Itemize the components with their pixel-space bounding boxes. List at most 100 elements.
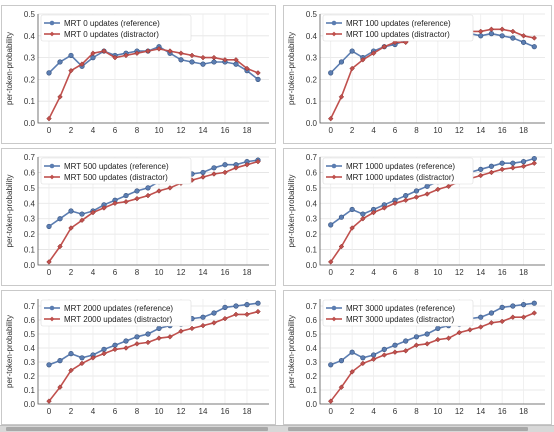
scrollbar-thumb-right[interactable]	[288, 427, 528, 431]
distractor-point	[123, 198, 129, 205]
chart-svg: 0.0 0.1 0.2 0.3 0.4 0.5 0 2 4 6 8 10 12 14 16 18 per-tok…	[5, 10, 269, 135]
chart-svg: 0.0 0.1 0.2 0.3 0.4 0.5 0.6 0.7 0 2 4 6 8 10 12 14 16 18 p…	[5, 153, 269, 277]
distractor-point	[90, 50, 96, 56]
y-tick-label: 0.1	[306, 246, 318, 255]
reference-point	[338, 357, 345, 364]
reference-point	[349, 206, 355, 213]
distractor-point	[413, 194, 420, 200]
reference-point	[510, 303, 516, 309]
distractor-point	[499, 166, 505, 173]
distractor-point	[338, 384, 345, 390]
reference-point	[381, 346, 387, 353]
distractor-point	[156, 335, 162, 341]
y-tick-label: 0.3	[306, 215, 318, 224]
x-tick-label: 2	[69, 126, 74, 135]
distractor-point	[360, 57, 366, 63]
legend-distractor-label: MRT 3000 updates (distractor)	[346, 315, 455, 324]
reference-point	[510, 35, 516, 41]
y-axis-label: per-token-probability	[287, 32, 296, 105]
reference-point	[233, 303, 239, 309]
reference-point	[520, 301, 527, 308]
reference-point	[244, 301, 250, 308]
distractor-point	[112, 346, 118, 353]
reference-point	[57, 357, 63, 364]
distractor-point	[134, 50, 140, 56]
x-tick-label: 18	[519, 126, 528, 135]
distractor-point	[424, 191, 430, 197]
distractor-point	[156, 46, 162, 52]
distractor-point	[477, 28, 484, 35]
distractor-point	[402, 197, 409, 203]
x-tick-label: 2	[69, 407, 74, 416]
legend-reference-label: MRT 3000 updates (reference)	[346, 304, 455, 313]
distractor-point	[79, 360, 85, 367]
x-tick-label: 16	[498, 268, 507, 277]
axes	[37, 157, 269, 266]
distractor-point	[370, 50, 377, 56]
y-tick-label: 0.4	[24, 32, 36, 41]
axes	[37, 299, 269, 405]
x-tick-label: 14	[476, 407, 485, 416]
legend-marker	[331, 20, 337, 26]
x-tick-label: 2	[350, 126, 355, 135]
y-tick-label: 0.0	[306, 261, 318, 270]
distractor-point	[211, 320, 217, 326]
legend	[40, 14, 192, 42]
reference-point	[46, 362, 52, 368]
y-tick-label: 0.4	[306, 199, 318, 208]
scrollbar-thumb[interactable]	[6, 427, 268, 431]
reference-point	[328, 70, 334, 76]
reference-point	[255, 76, 261, 82]
distractor-point	[244, 65, 250, 72]
legend-reference-label: MRT 2000 updates (reference)	[64, 304, 173, 313]
x-tick-label: 6	[113, 407, 118, 416]
distractor-point	[499, 26, 505, 33]
legend	[40, 157, 192, 185]
distractor-point	[222, 169, 228, 176]
chart-panel-500-updates: 0.0 0.1 0.2 0.3 0.4 0.5 0.6 0.7 0 2 4 6 8 10 12 14 16 18 p…	[1, 148, 276, 286]
x-tick-label: 16	[221, 268, 230, 277]
legend	[40, 299, 192, 327]
distractor-point	[477, 172, 484, 179]
distractor-point	[338, 243, 345, 250]
x-tick-label: 12	[455, 126, 464, 135]
reference-point	[349, 48, 355, 54]
y-tick-label: 0.6	[306, 316, 318, 325]
x-tick-label: 6	[393, 126, 398, 135]
distractor-point	[134, 341, 140, 347]
horizontal-scrollbar[interactable]	[0, 425, 554, 432]
legend-reference-label: MRT 1000 updates (reference)	[346, 162, 455, 171]
distractor-point	[200, 174, 206, 180]
x-tick-label: 12	[177, 407, 186, 416]
reference-point	[488, 163, 495, 169]
reference-point	[338, 214, 345, 220]
reference-point	[222, 162, 228, 168]
y-tick-label: 0.5	[24, 10, 36, 19]
x-tick-label: 4	[371, 268, 376, 277]
x-tick-label: 0	[328, 126, 333, 135]
distractor-point	[134, 195, 140, 202]
chart-panel-1000-updates: 0.0 0.1 0.2 0.3 0.4 0.5 0.6 0.7 0 2 4 6 8 10 12 14 16 18 p…	[283, 148, 552, 286]
x-tick-label: 18	[243, 268, 252, 277]
y-tick-label: 0.5	[306, 330, 318, 339]
reference-point	[222, 304, 228, 310]
x-tick-label: 16	[221, 407, 230, 416]
distractor-point	[101, 205, 107, 211]
y-tick-label: 0.3	[24, 358, 36, 367]
distractor-point	[402, 39, 409, 46]
reference-point	[123, 338, 129, 344]
reference-point	[413, 188, 420, 194]
distractor-point	[520, 314, 527, 320]
reference-point	[189, 59, 195, 65]
reference-point	[178, 57, 184, 63]
distractor-point	[392, 200, 398, 207]
reference-point	[145, 185, 151, 191]
y-tick-label: 0.2	[24, 75, 36, 84]
x-tick-label: 16	[498, 126, 507, 135]
x-tick-label: 10	[433, 407, 442, 416]
reference-point	[478, 166, 484, 172]
chart-svg: 0.0 0.1 0.2 0.3 0.4 0.5 0.6 0.7 0 2 4 6 8 10 12 14 16 18 p…	[287, 299, 545, 416]
chart-panel-100-updates: 0.0 0.1 0.2 0.3 0.4 0.5 0 2 4 6 8 10 12 14 16 18 per-tok…	[283, 5, 552, 144]
reference-point	[499, 304, 505, 310]
legend-reference-label: MRT 0 updates (reference)	[64, 19, 160, 28]
